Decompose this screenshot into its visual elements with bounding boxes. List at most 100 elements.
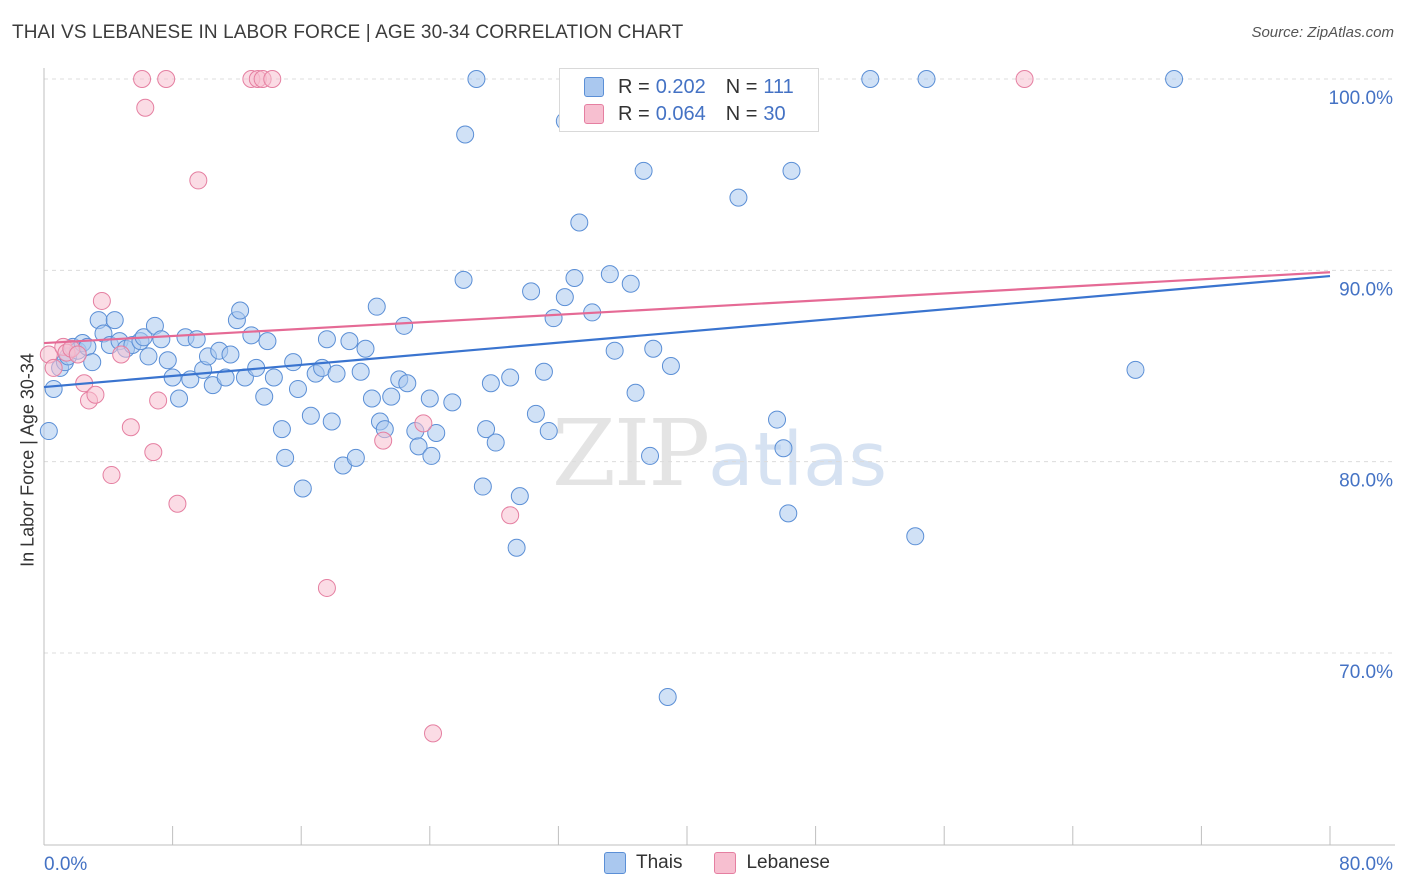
thais-points — [39, 70, 1184, 707]
thais-point — [221, 345, 240, 364]
legend-row-lebanese: R = 0.064 N = 30 — [584, 100, 786, 128]
lebanese-point — [263, 70, 282, 88]
thais-point — [510, 487, 529, 506]
thais-point — [139, 347, 158, 366]
axes — [43, 68, 1395, 846]
lebanese-swatch — [584, 104, 604, 124]
thais-point — [501, 368, 520, 387]
thais-point — [481, 374, 500, 393]
thais-point — [917, 70, 936, 88]
r-label: R = — [618, 102, 650, 125]
thais-point — [288, 379, 307, 398]
lebanese-point — [149, 391, 168, 410]
lebanese-point — [112, 345, 131, 364]
thais-point — [152, 330, 171, 349]
n-label: N = — [725, 75, 758, 98]
thais-point — [258, 332, 277, 351]
thais-point — [276, 448, 295, 467]
lebanese-point — [374, 431, 393, 450]
thais-point — [507, 538, 526, 557]
thais-point — [351, 362, 370, 381]
lebanese-point — [44, 358, 63, 377]
r-value: 0.202 — [655, 75, 706, 98]
thais-point — [322, 412, 341, 431]
thais-point — [473, 477, 492, 496]
thais-point — [605, 341, 624, 360]
thais-point — [555, 288, 574, 307]
thais-point — [1165, 70, 1184, 88]
legend-label-lebanese: Lebanese — [746, 852, 830, 873]
y-axis-label: In Labor Force | Age 30-34 — [17, 353, 38, 567]
lebanese-point — [92, 291, 111, 310]
thais-point — [83, 353, 102, 372]
thais-point — [356, 339, 375, 358]
lebanese-point — [121, 418, 140, 437]
legend-label-thais: Thais — [636, 852, 683, 873]
thais-point — [534, 362, 553, 381]
thais-point — [565, 268, 584, 287]
thais-point — [768, 410, 787, 429]
y-tick-label: 90.0% — [1339, 279, 1393, 300]
lebanese-point — [1015, 70, 1034, 88]
lebanese-point — [414, 414, 433, 433]
thais-point — [621, 274, 640, 293]
thais-point — [641, 446, 660, 465]
thais-point — [327, 364, 346, 383]
gridlines — [44, 78, 1395, 654]
thais-point — [526, 404, 545, 423]
lebanese-point — [133, 70, 152, 88]
watermark-atlas: atlas — [708, 417, 887, 503]
y-tick-label: 70.0% — [1339, 662, 1393, 683]
lebanese-point — [68, 345, 87, 364]
thais-swatch — [584, 77, 604, 97]
tick-labels: 70.0% 80.0% 90.0% 100.0% 0.0% 80.0% — [44, 88, 1393, 875]
correlation-legend: R = 0.202 N = 111 R = 0.064 N = 30 — [559, 68, 819, 132]
thais-point — [600, 265, 619, 284]
thais-point — [242, 326, 261, 345]
r-value: 0.064 — [655, 102, 706, 125]
source-attribution: Source: ZipAtlas.com — [1251, 24, 1394, 41]
thais-point — [346, 448, 365, 467]
thais-point — [158, 351, 177, 370]
thais-point — [486, 433, 505, 452]
trend-lines — [43, 271, 1331, 389]
thais-point — [906, 527, 925, 546]
lebanese-points — [39, 70, 1034, 743]
legend-row-thais: R = 0.202 N = 111 — [584, 73, 794, 101]
x-tick-label: 80.0% — [1339, 854, 1393, 875]
thais-point — [105, 311, 124, 330]
thais-point — [782, 161, 801, 180]
thais-point — [443, 393, 462, 412]
lebanese-point — [86, 385, 105, 404]
x-tick-label: 0.0% — [44, 854, 87, 875]
lebanese-swatch — [714, 852, 737, 874]
thais-point — [658, 688, 677, 707]
thais-point — [1126, 360, 1145, 379]
lebanese-point — [157, 70, 176, 88]
r-label: R = — [618, 75, 650, 98]
thais-point — [634, 161, 653, 180]
thais-point — [264, 368, 283, 387]
thais-point — [544, 309, 563, 328]
thais-point — [570, 213, 589, 232]
thais-point — [39, 422, 58, 441]
thais-point — [398, 374, 417, 393]
lebanese-point — [144, 443, 163, 462]
lebanese-point — [136, 98, 155, 117]
thais-point — [44, 379, 63, 398]
thais-point — [467, 70, 486, 88]
thais-point — [477, 420, 496, 439]
thais-point — [272, 420, 291, 439]
thais-point — [644, 339, 663, 358]
thais-point — [456, 125, 475, 144]
thais-trend-line — [43, 274, 1331, 389]
thais-point — [216, 368, 235, 387]
thais-point — [861, 70, 880, 88]
thais-point — [420, 389, 439, 408]
thais-point — [395, 316, 414, 335]
thais-point — [367, 297, 386, 316]
thais-point — [362, 389, 381, 408]
thais-point — [626, 383, 645, 402]
thais-point — [340, 332, 359, 351]
